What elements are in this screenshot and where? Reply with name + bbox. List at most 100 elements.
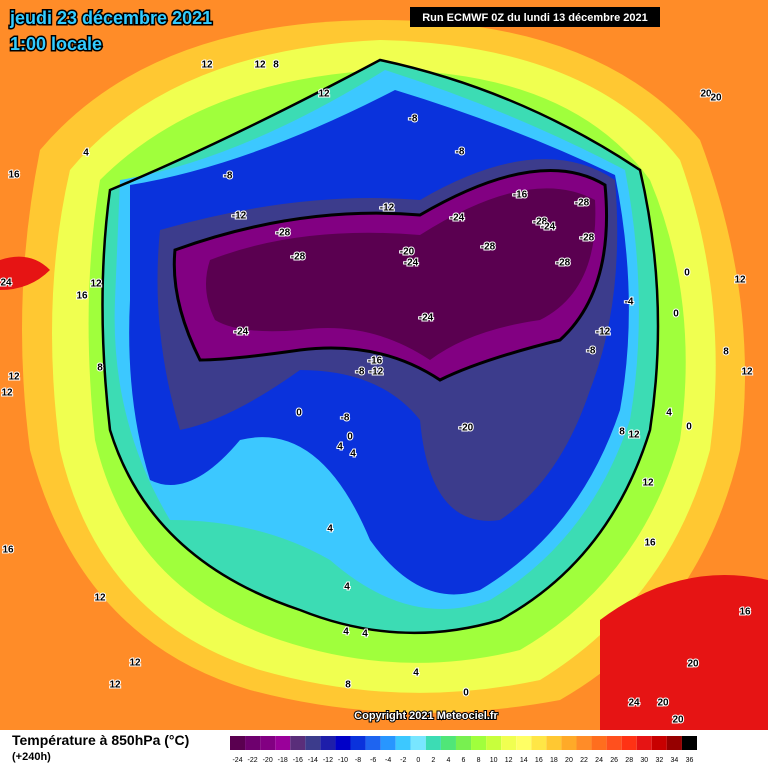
color-swatch: [350, 736, 366, 750]
colorbar-label: 6: [462, 757, 466, 764]
contour-label: 4: [350, 449, 356, 460]
contour-label: -28: [556, 258, 571, 269]
contour-label: 0: [684, 268, 690, 279]
contour-label: 12: [254, 60, 266, 71]
contour-label: -28: [481, 242, 496, 253]
colorbar-label: -22: [248, 757, 258, 764]
color-swatch: [591, 736, 607, 750]
colorbar-label: -2: [400, 757, 406, 764]
colorbar-label: 20: [565, 757, 573, 764]
color-swatch: [546, 736, 562, 750]
date-title: jeudi 23 décembre 2021: [9, 8, 212, 28]
colorbar-label: 14: [520, 757, 528, 764]
colorbar-label: 26: [610, 757, 618, 764]
color-swatch: [636, 736, 652, 750]
color-swatch: [425, 736, 441, 750]
colorbar-label: 32: [655, 757, 663, 764]
contour-label: 16: [739, 607, 751, 618]
contour-label: 4: [337, 442, 343, 453]
contour-label: -24: [234, 327, 249, 338]
contour-label: -12: [380, 203, 395, 214]
colorbar-label: -4: [385, 757, 391, 764]
colorbar-label: 34: [671, 757, 679, 764]
contour-label: 8: [97, 363, 103, 374]
colorbar-label: 24: [595, 757, 603, 764]
color-swatch: [245, 736, 261, 750]
contour-label: -8: [341, 413, 350, 424]
color-swatch: [576, 736, 592, 750]
contour-label: -16: [368, 356, 383, 367]
color-swatch: [290, 736, 306, 750]
color-swatch: [275, 736, 291, 750]
colorbar-label: 28: [625, 757, 633, 764]
colorbar-label: 30: [640, 757, 648, 764]
contour-label: 4: [666, 408, 672, 419]
colorbar-label: -16: [293, 757, 303, 764]
contour-label: -8: [224, 171, 233, 182]
color-swatch: [320, 736, 336, 750]
colorbar-label: -18: [278, 757, 288, 764]
colorbar-label: 8: [477, 757, 481, 764]
contour-label: 4: [344, 582, 350, 593]
contour-label: -24: [404, 258, 419, 269]
color-swatch: [516, 736, 532, 750]
contour-label: 4: [362, 629, 368, 640]
contour-label: 24: [0, 278, 12, 289]
color-swatch: [531, 736, 547, 750]
time-title: 1:00 locale: [10, 34, 102, 54]
colorbar-label: -6: [370, 757, 376, 764]
contour-label: 20: [700, 89, 712, 100]
contour-label: 12: [90, 279, 102, 290]
color-swatch: [410, 736, 426, 750]
contour-label: 8: [273, 60, 279, 71]
contour-label: 12: [94, 593, 106, 604]
contour-label: 4: [327, 524, 333, 535]
contour-label: 16: [8, 170, 20, 181]
contour-label: 12: [734, 275, 746, 286]
color-swatch: [621, 736, 637, 750]
contour-label: 0: [463, 688, 469, 699]
contour-label: -28: [533, 217, 548, 228]
contour-label: -20: [400, 247, 415, 258]
contour-label: -4: [625, 297, 634, 308]
color-swatch: [501, 736, 517, 750]
contour-label: 16: [2, 545, 14, 556]
contour-label: -24: [541, 222, 556, 233]
contour-label: 12: [741, 367, 753, 378]
contour-label: 12: [129, 658, 141, 669]
colorbar-label: -20: [263, 757, 273, 764]
contour-label: -8: [587, 346, 596, 357]
contour-label: 8: [723, 347, 729, 358]
contour-label: -8: [456, 147, 465, 158]
colorbar-label: 18: [550, 757, 558, 764]
color-swatch: [335, 736, 351, 750]
contour-label: 12: [8, 372, 20, 383]
colorbar-label: 2: [431, 757, 435, 764]
color-swatch: [651, 736, 667, 750]
color-swatch: [380, 736, 396, 750]
contour-label: 12: [628, 430, 640, 441]
color-swatch: [260, 736, 276, 750]
contour-label: 0: [673, 309, 679, 320]
contour-label: -12: [369, 367, 384, 378]
colorbar: -24 -22 -20 -18 -16 -14 -12 -10 -8 -6 -4 -2 0 2 4 6 8 10 1…: [230, 736, 697, 764]
copyright: Copyright 2021 Meteociel.fr: [354, 710, 498, 722]
color-swatch: [486, 736, 502, 750]
contour-label: -8: [409, 114, 418, 125]
contour-label: 12: [318, 89, 330, 100]
contour-label: 20: [710, 93, 722, 104]
contour-label: 16: [76, 291, 88, 302]
colorbar-label: 0: [416, 757, 420, 764]
colorbar-label: 16: [535, 757, 543, 764]
contour-label: 12: [642, 478, 654, 489]
contour-label: -24: [450, 213, 465, 224]
colorbar-label: -8: [355, 757, 361, 764]
contour-label: -8: [356, 367, 365, 378]
contour-label: 0: [686, 422, 692, 433]
contour-label: 0: [347, 432, 353, 443]
contour-label: -12: [232, 211, 247, 222]
color-swatch: [666, 736, 682, 750]
color-swatch: [471, 736, 487, 750]
